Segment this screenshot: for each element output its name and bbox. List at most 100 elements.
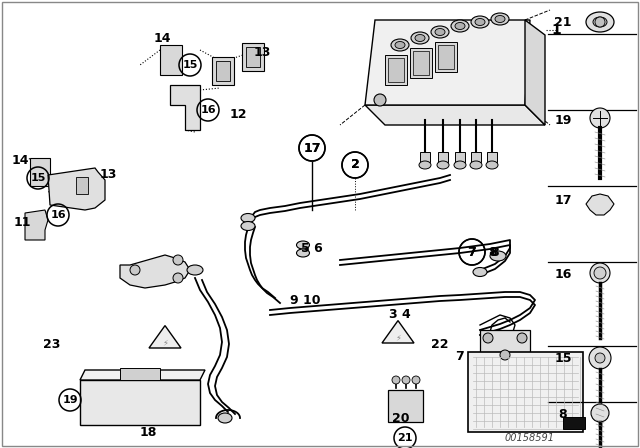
Ellipse shape — [593, 17, 607, 27]
Polygon shape — [365, 20, 530, 105]
Ellipse shape — [586, 12, 614, 32]
Bar — [420, 152, 430, 162]
Circle shape — [590, 108, 610, 128]
Bar — [438, 45, 454, 69]
Polygon shape — [48, 168, 105, 210]
Circle shape — [590, 263, 610, 283]
Ellipse shape — [241, 221, 255, 231]
Circle shape — [591, 404, 609, 422]
Ellipse shape — [415, 34, 425, 42]
Text: 17: 17 — [303, 142, 321, 155]
Ellipse shape — [475, 18, 485, 26]
Ellipse shape — [391, 39, 409, 51]
Text: 21: 21 — [554, 16, 572, 29]
Ellipse shape — [187, 265, 203, 275]
Polygon shape — [586, 194, 614, 215]
Text: 13: 13 — [253, 46, 271, 59]
Text: 00158591: 00158591 — [505, 433, 555, 443]
Ellipse shape — [435, 29, 445, 35]
Text: 9 10: 9 10 — [290, 293, 320, 306]
Bar — [455, 152, 465, 162]
Text: 12: 12 — [229, 108, 247, 121]
Bar — [388, 390, 423, 422]
Bar — [120, 368, 160, 380]
Bar — [216, 61, 230, 81]
Text: 18: 18 — [140, 426, 157, 439]
Circle shape — [130, 265, 140, 275]
Text: 17: 17 — [303, 142, 321, 155]
Bar — [30, 158, 50, 186]
Circle shape — [173, 273, 183, 283]
Ellipse shape — [451, 20, 469, 32]
Text: 15: 15 — [182, 60, 198, 70]
Text: 2: 2 — [351, 159, 360, 172]
Text: 13: 13 — [99, 168, 116, 181]
Ellipse shape — [431, 26, 449, 38]
Ellipse shape — [411, 32, 429, 44]
Polygon shape — [25, 210, 48, 240]
Ellipse shape — [419, 161, 431, 169]
Polygon shape — [525, 20, 545, 125]
Polygon shape — [80, 370, 205, 380]
Bar — [435, 42, 457, 72]
Bar — [410, 48, 432, 78]
Text: 16: 16 — [200, 105, 216, 115]
Bar — [80, 380, 200, 425]
Ellipse shape — [437, 161, 449, 169]
Bar — [72, 173, 92, 198]
Text: 8: 8 — [489, 246, 497, 258]
Ellipse shape — [296, 249, 310, 257]
Text: 8: 8 — [559, 409, 567, 422]
Text: 2: 2 — [351, 159, 360, 172]
Bar — [413, 51, 429, 75]
Ellipse shape — [296, 241, 310, 249]
Polygon shape — [120, 255, 190, 288]
Text: ⚡: ⚡ — [395, 333, 401, 343]
Bar — [212, 57, 234, 85]
Bar — [471, 152, 481, 162]
Text: 8: 8 — [491, 246, 499, 258]
Polygon shape — [365, 105, 545, 125]
Ellipse shape — [470, 161, 482, 169]
Circle shape — [517, 333, 527, 343]
Text: 15: 15 — [30, 173, 45, 183]
Text: 19: 19 — [554, 113, 572, 126]
Text: 7: 7 — [456, 350, 465, 363]
Ellipse shape — [495, 16, 505, 22]
Circle shape — [595, 17, 605, 27]
Ellipse shape — [241, 214, 255, 223]
Text: 16: 16 — [50, 210, 66, 220]
Text: 21: 21 — [397, 433, 413, 443]
Text: 11: 11 — [13, 215, 31, 228]
Circle shape — [594, 267, 606, 279]
Circle shape — [402, 376, 410, 384]
Text: 5 6: 5 6 — [301, 241, 323, 254]
Ellipse shape — [486, 161, 498, 169]
Ellipse shape — [395, 42, 405, 48]
Text: 3 4: 3 4 — [389, 309, 411, 322]
Text: 23: 23 — [44, 339, 61, 352]
Text: 14: 14 — [12, 154, 29, 167]
Polygon shape — [170, 85, 200, 130]
Bar — [438, 152, 448, 162]
Ellipse shape — [491, 13, 509, 25]
Text: ⚡: ⚡ — [162, 339, 168, 348]
Ellipse shape — [473, 267, 487, 276]
Text: 19: 19 — [62, 395, 78, 405]
Text: 15: 15 — [554, 352, 572, 365]
Bar — [76, 177, 88, 194]
Bar — [388, 58, 404, 82]
Text: 17: 17 — [554, 194, 572, 207]
Circle shape — [392, 376, 400, 384]
Circle shape — [483, 333, 493, 343]
Ellipse shape — [490, 251, 506, 261]
Circle shape — [412, 376, 420, 384]
Circle shape — [589, 347, 611, 369]
Text: 16: 16 — [554, 268, 572, 281]
Text: 20: 20 — [392, 412, 410, 425]
Circle shape — [374, 94, 386, 106]
Bar — [246, 47, 260, 67]
Circle shape — [595, 353, 605, 363]
Bar — [563, 417, 585, 429]
Ellipse shape — [471, 16, 489, 28]
